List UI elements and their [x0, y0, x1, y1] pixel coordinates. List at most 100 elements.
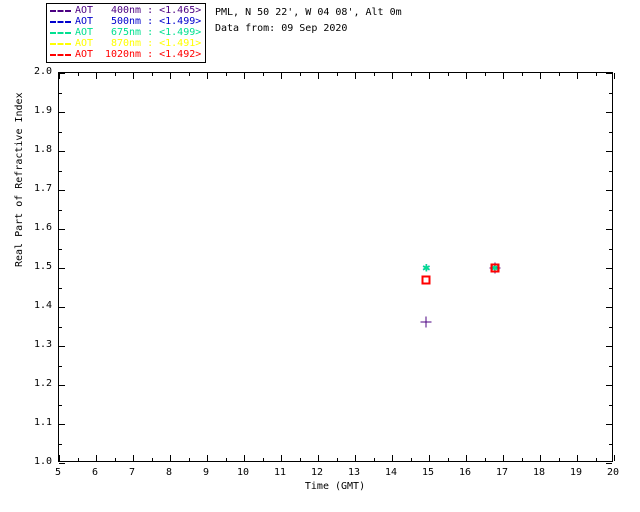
x-axis-minor-tick — [262, 458, 264, 461]
y-axis-minor-tick — [609, 287, 612, 289]
legend-dash-icon — [50, 9, 71, 12]
data-date-line: Data from: 09 Sep 2020 — [215, 23, 348, 34]
y-axis-minor-tick — [609, 248, 612, 250]
y-axis-tick — [59, 424, 65, 425]
x-axis-minor-tick — [484, 458, 486, 461]
y-axis-minor-tick — [59, 443, 62, 445]
y-axis-minor-tick — [59, 209, 62, 211]
x-axis-tick — [355, 455, 356, 461]
x-axis-minor-tick — [484, 73, 486, 76]
y-axis-tick-label: 1.9 — [33, 105, 52, 116]
x-axis-tick-label: 7 — [128, 467, 136, 478]
legend-dash-icon — [50, 31, 71, 34]
x-axis-tick — [318, 455, 319, 461]
x-axis-tick — [96, 455, 97, 461]
y-axis-minor-tick — [609, 131, 612, 133]
y-axis-minor-tick — [609, 209, 612, 211]
x-axis-tick — [133, 455, 134, 461]
x-axis-minor-tick — [77, 458, 79, 461]
y-axis-tick-label: 1.0 — [33, 456, 52, 467]
legend-item: AOT 400nm : <1.465> — [50, 5, 201, 16]
legend-series-name: AOT — [75, 49, 94, 60]
x-axis-tick — [59, 73, 60, 79]
x-axis-tick — [96, 73, 97, 79]
y-axis-tick — [606, 268, 612, 269]
x-axis-tick-label: 5 — [54, 467, 62, 478]
y-axis-minor-tick — [609, 170, 612, 172]
y-axis-minor-tick — [59, 248, 62, 250]
y-axis-tick — [606, 73, 612, 74]
legend-wavelength: 870nm — [110, 38, 142, 49]
y-axis-minor-tick — [609, 443, 612, 445]
x-axis-minor-tick — [77, 73, 79, 76]
x-axis-tick — [503, 455, 504, 461]
y-axis-tick-label: 2.0 — [33, 66, 52, 77]
x-axis-tick — [392, 73, 393, 79]
x-axis-tick-label: 16 — [458, 467, 472, 478]
y-axis-tick — [606, 307, 612, 308]
y-axis-tick — [606, 463, 612, 464]
x-axis-tick — [170, 73, 171, 79]
y-axis-tick — [59, 385, 65, 386]
x-axis-minor-tick — [521, 458, 523, 461]
legend-series-name: AOT — [75, 27, 94, 38]
legend-item-label: AOT 400nm : <1.465> — [75, 5, 201, 16]
legend-item-label: AOT 870nm : <1.491> — [75, 38, 201, 49]
legend-series-name: AOT — [75, 5, 94, 16]
x-axis-minor-tick — [410, 458, 412, 461]
x-axis-tick-label: 10 — [236, 467, 250, 478]
y-axis-tick — [59, 151, 65, 152]
data-point-marker: ✱ — [422, 260, 431, 276]
x-axis-tick — [207, 455, 208, 461]
legend-mean-value: : <1.465> — [141, 5, 202, 16]
x-axis-tick — [207, 73, 208, 79]
y-axis-tick — [606, 346, 612, 347]
x-axis-tick — [59, 455, 60, 461]
legend-item-label: AOT 1020nm : <1.492> — [75, 49, 201, 60]
y-axis-minor-tick — [59, 326, 62, 328]
x-axis-minor-tick — [558, 458, 560, 461]
y-axis-tick-label: 1.3 — [33, 339, 52, 350]
y-axis-tick — [606, 385, 612, 386]
legend-dash-icon — [50, 42, 71, 45]
x-axis-title: Time (GMT) — [0, 481, 640, 492]
x-axis-tick-label: 6 — [91, 467, 99, 478]
x-axis-tick — [281, 455, 282, 461]
y-axis-tick-label: 1.4 — [33, 300, 52, 311]
x-axis-tick — [281, 73, 282, 79]
site-location-line: PML, N 50 22', W 04 08', Alt 0m — [215, 7, 402, 18]
legend-item: AOT 675nm : <1.499> — [50, 27, 201, 38]
x-axis-minor-tick — [595, 73, 597, 76]
x-axis-tick — [540, 455, 541, 461]
x-axis-tick — [355, 73, 356, 79]
legend-mean-value: : <1.492> — [141, 49, 202, 60]
y-axis-minor-tick — [59, 365, 62, 367]
x-axis-minor-tick — [225, 458, 227, 461]
x-axis-minor-tick — [188, 73, 190, 76]
data-point-marker: ✱ — [490, 260, 499, 276]
x-axis-minor-tick — [595, 458, 597, 461]
y-axis-minor-tick — [59, 92, 62, 94]
x-axis-minor-tick — [299, 458, 301, 461]
x-axis-tick-label: 19 — [569, 467, 583, 478]
x-axis-tick — [577, 455, 578, 461]
y-axis-minor-tick — [609, 365, 612, 367]
x-axis-minor-tick — [373, 458, 375, 461]
y-axis-tick-label: 1.1 — [33, 417, 52, 428]
legend-wavelength: 675nm — [110, 27, 142, 38]
x-axis-tick — [170, 455, 171, 461]
y-axis-tick — [59, 190, 65, 191]
data-point-marker: ✱ — [490, 260, 499, 276]
legend-series-name: AOT — [75, 38, 94, 49]
x-axis-minor-tick — [225, 73, 227, 76]
data-point-marker — [489, 262, 501, 274]
y-axis-tick — [59, 229, 65, 230]
x-axis-tick — [133, 73, 134, 79]
x-axis-minor-tick — [447, 73, 449, 76]
x-axis-minor-tick — [558, 73, 560, 76]
y-axis-minor-tick — [609, 404, 612, 406]
x-axis-tick — [244, 455, 245, 461]
x-axis-tick-label: 14 — [384, 467, 398, 478]
x-axis-tick-label: 11 — [273, 467, 287, 478]
